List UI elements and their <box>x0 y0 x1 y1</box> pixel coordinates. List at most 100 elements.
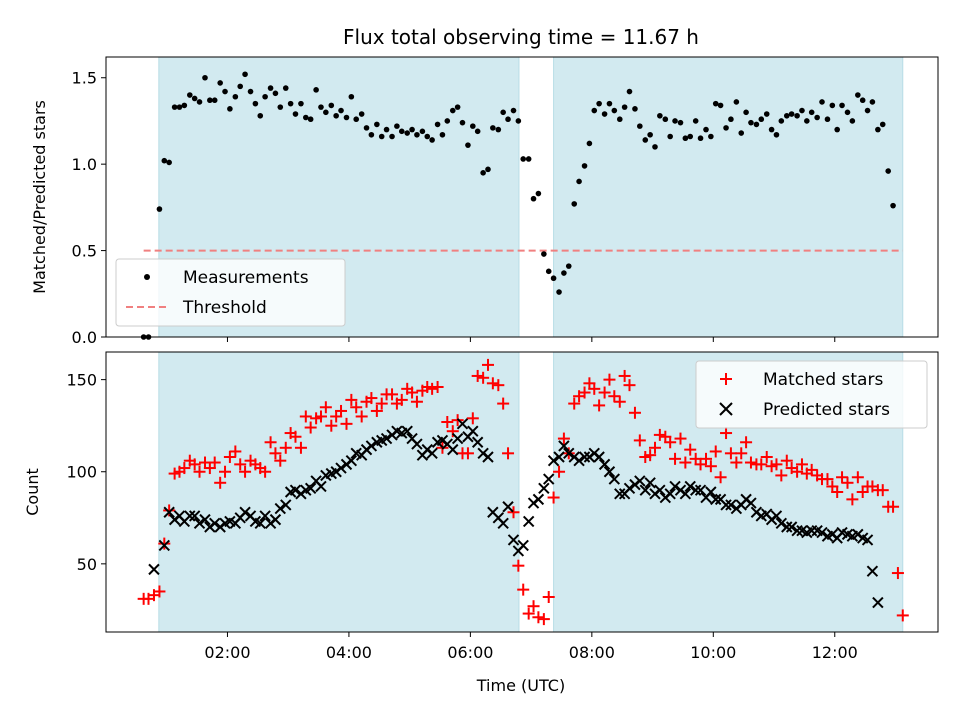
measurement-point <box>773 131 780 138</box>
y-tick-label: 0.5 <box>72 242 97 261</box>
matched-star-point <box>628 406 641 419</box>
measurement-point <box>439 131 446 138</box>
predicted-star-point <box>781 521 793 533</box>
matched-star-point <box>896 609 909 622</box>
measurements-points <box>140 71 896 340</box>
matched-star-point <box>537 613 550 626</box>
matched-star-point <box>593 399 606 412</box>
matched-star-point <box>314 410 327 423</box>
matched-star-point <box>410 395 423 408</box>
matched-star-point <box>532 611 545 624</box>
measurement-point <box>368 131 375 138</box>
measurement-point <box>525 156 532 162</box>
predicted-star-point <box>710 493 722 506</box>
measurement-point <box>535 190 542 197</box>
measurement-point <box>520 156 527 162</box>
matched-star-point <box>507 506 520 519</box>
measurement-point <box>262 93 268 100</box>
matched-star-point <box>223 451 236 463</box>
measurement-point <box>313 87 319 93</box>
predicted-star-point <box>538 482 550 495</box>
measurements-legend-label: Measurements <box>183 268 309 288</box>
x-tick-label: 10:00 <box>690 643 736 662</box>
predicted-star-point <box>411 438 423 450</box>
predicted-star-point <box>654 484 666 496</box>
measurement-point <box>885 168 892 174</box>
matched-stars-points <box>137 358 909 626</box>
measurement-point <box>778 118 785 124</box>
predicted-star-point <box>593 451 605 463</box>
matched-star-point <box>279 441 292 454</box>
measurement-point <box>449 107 456 114</box>
matched-star-point <box>512 559 525 572</box>
predicted-star-point <box>558 440 570 452</box>
matched-star-point <box>269 447 282 460</box>
predicted-star-point <box>304 482 317 495</box>
measurement-point <box>505 116 511 123</box>
top-y-ticks: 0.0 0.5 1.0 1.5 <box>72 69 106 347</box>
matched-star-point <box>158 537 171 550</box>
measurement-point <box>490 125 496 131</box>
matched-star-point <box>618 369 631 382</box>
predicted-star-point <box>553 451 565 463</box>
predicted-star-point <box>451 432 464 445</box>
matched-star-point <box>502 447 515 460</box>
predicted-star-point <box>208 517 221 530</box>
top-legend-box <box>115 258 346 327</box>
predicted-star-point <box>532 493 545 506</box>
predicted-star-point <box>315 480 327 493</box>
measurement-point <box>429 137 435 143</box>
predicted-star-point <box>725 499 737 511</box>
measurement-point <box>176 104 183 110</box>
bottom-y-ticks: 50 100 150 <box>66 371 106 574</box>
predicted-star-point <box>522 515 535 528</box>
measurement-point <box>763 111 770 117</box>
matched-star-point <box>744 456 757 469</box>
measurement-point <box>363 125 370 131</box>
measurement-point <box>222 88 228 95</box>
matched-star-point <box>259 465 272 478</box>
matched-star-point <box>406 386 419 399</box>
matched-star-point <box>350 401 363 414</box>
predicted-star-point <box>199 513 211 526</box>
top-axes-frame <box>105 56 939 338</box>
matched-star-point <box>775 469 788 482</box>
measurement-point <box>697 135 704 142</box>
measurement-point <box>358 111 365 117</box>
measurement-point <box>530 195 537 202</box>
measurement-point <box>307 116 314 123</box>
matched-star-point <box>648 441 661 454</box>
measurement-point <box>632 106 638 112</box>
predicted-star-point <box>684 480 696 493</box>
matched-star-point <box>836 471 849 484</box>
measurement-point <box>156 206 163 212</box>
measurement-point <box>409 126 415 133</box>
measurement-point <box>799 107 805 114</box>
measurement-point <box>621 104 628 110</box>
measurement-point <box>187 92 193 98</box>
matched-star-point <box>623 379 636 392</box>
predicted-star-point <box>467 425 479 437</box>
matched-stars-legend-label: Matched stars <box>763 370 883 390</box>
matched-star-point <box>795 458 808 471</box>
measurement-point <box>541 251 547 257</box>
matched-star-point <box>603 373 616 386</box>
measurement-point <box>500 109 506 116</box>
measurement-point <box>601 111 608 117</box>
y-tick-label: 1.5 <box>72 69 97 88</box>
measurement-point <box>394 123 400 129</box>
measurement-point <box>353 116 360 123</box>
measurement-point <box>343 114 350 121</box>
measurement-point <box>217 80 223 86</box>
predicted-star-point <box>573 454 585 467</box>
measurement-point <box>333 112 339 119</box>
measurement-point <box>819 99 825 105</box>
matched-star-point <box>446 425 459 438</box>
predicted-stars-legend-label: Predicted stars <box>763 400 890 420</box>
matched-stars-legend-marker <box>720 373 732 385</box>
matched-star-point <box>234 458 247 471</box>
predicted-star-point <box>639 484 651 496</box>
x-tick-label: 02:00 <box>204 643 250 662</box>
matched-star-point <box>891 567 904 580</box>
measurement-point <box>758 116 765 123</box>
